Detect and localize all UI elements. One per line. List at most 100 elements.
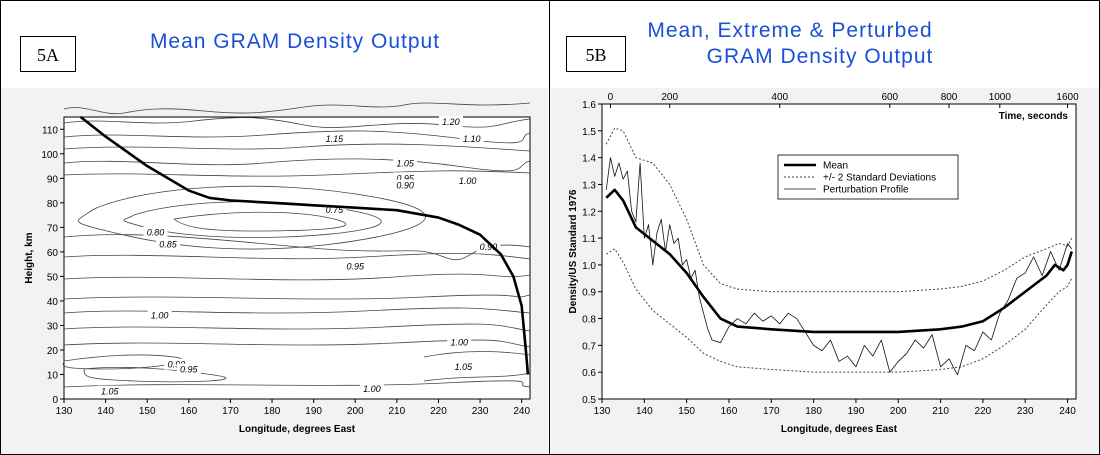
y-tick-label: 1.2	[582, 207, 596, 218]
y-tick-label: 1.6	[582, 100, 596, 111]
x-tick-label: 160	[721, 406, 738, 417]
contour-label: 0.90	[480, 242, 498, 252]
x2-tick-label: 1000	[989, 92, 1012, 103]
panel-b-title-line2: GRAM Density Output	[706, 45, 934, 68]
y-tick-label: 0.9	[582, 288, 596, 299]
contour-line	[63, 252, 531, 260]
series-line-dotted-1	[605, 127, 1073, 293]
x-tick-label: 190	[305, 406, 322, 417]
y-tick-label: 10	[47, 370, 59, 381]
contour-line	[63, 130, 531, 144]
panel-a-title: Mean GRAM Density Output	[149, 30, 441, 53]
y-tick-label: 0.5	[582, 395, 596, 406]
y-tick-label: 1.3	[582, 180, 596, 191]
trajectory-line	[79, 115, 530, 375]
y-tick-label: 100	[41, 150, 58, 161]
contour-label-bg	[447, 336, 472, 348]
y-tick-label: 20	[47, 346, 59, 357]
contour-label-bg	[143, 226, 168, 238]
x-tick-label: 220	[975, 406, 992, 417]
contour-label-bg	[343, 260, 368, 272]
y-tick-label: 0	[52, 395, 58, 406]
contour-label: 0.90	[168, 360, 186, 370]
contour-label: 1.00	[363, 384, 381, 394]
x-tick-label: 180	[805, 406, 822, 417]
x2-tick-label: 200	[661, 92, 678, 103]
series-line-thin-3	[605, 157, 1073, 376]
panel-b-tag: 5B	[566, 36, 626, 72]
y-tick-label: 50	[47, 272, 59, 283]
contour-label: 1.00	[151, 311, 169, 321]
x-tick-label: 160	[180, 406, 197, 417]
contour-label-bg	[156, 238, 181, 250]
contour-label-bg	[176, 363, 201, 375]
contour-label: 1.00	[459, 176, 477, 186]
contour-label-bg	[393, 179, 418, 191]
contour-label: 1.05	[101, 387, 120, 397]
contour-line	[63, 307, 531, 314]
x-tick-label: 130	[594, 406, 611, 417]
contour-line	[63, 158, 531, 172]
x-tick-label: 210	[389, 406, 406, 417]
contour-label: 0.95	[346, 262, 365, 272]
y-axis-label: Height, km	[24, 232, 35, 283]
x-tick-label: 230	[472, 406, 489, 417]
x-tick-label: 140	[636, 406, 653, 417]
contour-label-bg	[97, 385, 122, 397]
x-tick-label: 180	[264, 406, 281, 417]
contour-line	[63, 117, 531, 128]
x2-tick-label: 800	[941, 92, 958, 103]
y-tick-label: 0.6	[582, 368, 596, 379]
contour-line	[63, 170, 531, 177]
contour-label-bg	[322, 133, 347, 145]
y-tick-label: 1.0	[582, 261, 596, 272]
plot-area-a	[63, 116, 531, 400]
x-tick-label: 220	[430, 406, 447, 417]
contour-label-bg	[476, 240, 501, 252]
x2-tick-label: 600	[881, 92, 898, 103]
x-tick-label: 150	[139, 406, 156, 417]
contour-line	[423, 351, 531, 382]
x-axis-label: Longitude, degrees East	[781, 424, 898, 435]
x2-axis-label: Time, seconds	[999, 111, 1069, 122]
contour-label-bg	[393, 172, 418, 184]
contour-label: 0.85	[159, 240, 178, 250]
y-tick-label: 90	[47, 174, 59, 185]
contour-line	[63, 102, 531, 115]
x-tick-label: 150	[678, 406, 695, 417]
x2-tick-label: 0	[608, 92, 614, 103]
contour-label: 0.90	[396, 181, 414, 191]
contour-line	[63, 143, 531, 152]
contour-label-bg	[455, 174, 480, 186]
contour-label: 1.05	[396, 159, 415, 169]
contour-line	[173, 211, 347, 232]
contour-label-bg	[359, 383, 384, 395]
y-tick-label: 30	[47, 321, 59, 332]
contour-label: 1.15	[326, 134, 345, 144]
chart-a: 1.201.15 1.101.050.950.90 1.000.750.800.85…	[24, 102, 531, 435]
chart-b: 130 140 150 160 170 180 190 200 210 220 230 240 0.5 0…	[568, 92, 1079, 435]
contour-line	[83, 367, 227, 383]
x-tick-label: 210	[932, 406, 949, 417]
panel-a-tag: 5A	[20, 36, 76, 72]
legend-label: Perturbation Profile	[823, 185, 909, 196]
y-tick-label: 1.4	[582, 154, 596, 165]
x-tick-label: 240	[513, 406, 530, 417]
contour-line	[63, 339, 531, 348]
legend-label: +/- 2 Standard Deviations	[823, 173, 936, 184]
contour-line	[63, 234, 531, 261]
contour-label-bg	[322, 204, 347, 216]
contour-label-bg	[147, 309, 172, 321]
x-tick-label: 170	[222, 406, 239, 417]
x-tick-label: 200	[890, 406, 907, 417]
contour-label-bg	[438, 115, 463, 127]
y-tick-label: 0.8	[582, 315, 596, 326]
y-tick-label: 1.1	[582, 234, 596, 245]
contour-label-bg	[451, 361, 476, 373]
contour-label-bg	[393, 157, 418, 169]
x-tick-label: 240	[1059, 406, 1076, 417]
series-line-dotted-2	[605, 248, 1073, 373]
contour-label-bg	[459, 133, 484, 145]
x2-tick-label: 1600	[1056, 92, 1079, 103]
